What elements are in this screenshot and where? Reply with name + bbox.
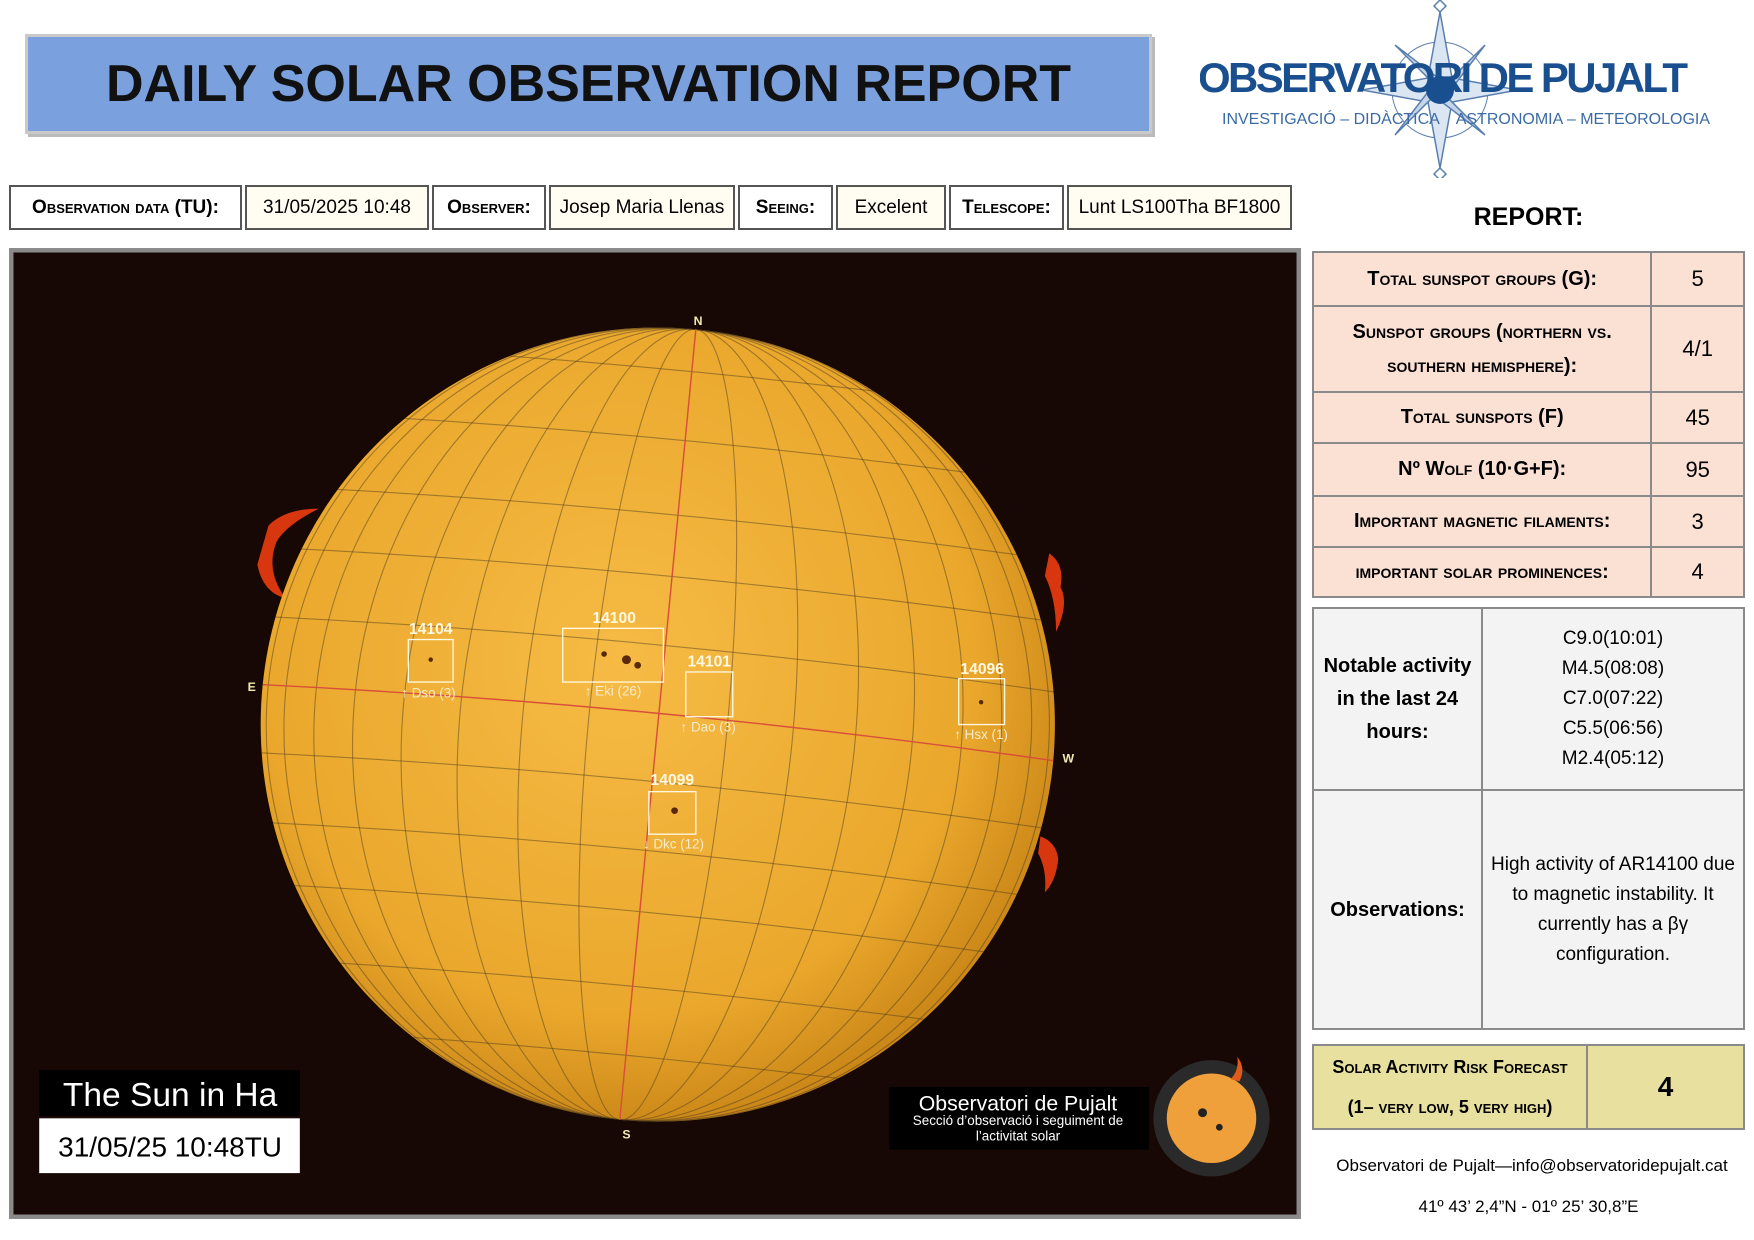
logo-name: OBSERVATORI DE PUJALT [1200, 54, 1688, 101]
forecast-table: Solar Activity Risk Forecast (1– very lo… [1312, 1044, 1745, 1130]
activity-item: C5.5(06:56) [1562, 718, 1664, 739]
report-value: 4/1 [1650, 305, 1745, 393]
observations-label: Observations: [1312, 789, 1483, 1030]
prominences [257, 508, 1065, 893]
region-number: 14104 [409, 621, 453, 638]
info-value: 31/05/2025 10:48 [245, 185, 429, 230]
region-boxes [407, 627, 1006, 835]
timestamp-box [39, 1118, 300, 1174]
logo: OBSERVATORI DE PUJALT INVESTIGACIÓ – DID… [1200, 0, 1711, 178]
footer-contact: Observatori de Pujalt—info@observatoride… [1336, 1156, 1728, 1175]
report-label: Total sunspot groups (G): [1311, 251, 1653, 307]
activity-table: Notable activity in the last 24 hours: C… [1312, 607, 1745, 1030]
logo-right: ASTRONOMIA – METEOROLOGIA [1456, 111, 1711, 128]
activity-item: M4.5(08:08) [1561, 658, 1665, 679]
activity-item: M2.4(05:12) [1561, 748, 1665, 769]
report-value: 3 [1650, 495, 1745, 548]
watermark-name: Observatori de Pujalt [919, 1091, 1118, 1115]
forecast-scale: (1– very low, 5 very high) [1347, 1097, 1553, 1117]
info-label: Telescope: [949, 185, 1064, 230]
info-value: Lunt LS100Tha BF1800 [1067, 185, 1292, 230]
forecast-value: 4 [1586, 1044, 1745, 1130]
report-value: 95 [1650, 442, 1745, 497]
activity-label: Notable activity in the last 24 hours: [1312, 607, 1483, 791]
forecast-label: Solar Activity Risk Forecast [1332, 1057, 1568, 1077]
report-value: 5 [1650, 251, 1745, 307]
watermark-box [889, 1086, 1149, 1150]
direction-label: W [1063, 752, 1075, 766]
watermark-text-box: Secció d’observació i seguiment de l’act… [912, 1112, 1124, 1145]
report-table: Total sunspot groups (G): 5 Sunspot group… [1311, 251, 1745, 598]
report-value: 4 [1650, 546, 1745, 598]
direction-label: E [248, 680, 256, 694]
watermark-text: Secció d’observació i seguiment de l’act… [912, 1112, 1124, 1145]
observations-text: High activity of AR14100 due to magnetic… [1481, 789, 1745, 1030]
info-value: Josep Maria Llenas [549, 185, 735, 230]
region-number: 14099 [651, 772, 695, 789]
report-value: 45 [1650, 391, 1745, 444]
region-number: 14096 [960, 661, 1004, 678]
region-number: 14100 [592, 610, 636, 627]
report-label: Total sunspots (F) [1311, 391, 1653, 444]
info-label: Seeing: [738, 185, 833, 230]
region-class: ↑ Eki (26) [585, 683, 642, 698]
sunspots [428, 651, 984, 815]
report-label: important solar prominences: [1311, 546, 1653, 598]
report-label: Sunspot groups (northern vs. southern he… [1311, 305, 1653, 393]
report-label: Nº Wolf (10·G+F): [1311, 442, 1653, 497]
report-label: Important magnetic filaments: [1311, 495, 1653, 548]
logo-emblem [1361, 0, 1519, 178]
sun-image: N S E W 14104 14100 14101 14096 14099 ↑ … [9, 248, 1301, 1219]
direction-label: N [694, 314, 703, 328]
region-class: ↑ Dso (3) [401, 686, 455, 701]
forecast-label-cell: Solar Activity Risk Forecast (1– very lo… [1312, 1044, 1588, 1130]
footer-coordinates: 41º 43’ 2,4”N - 01º 25’ 30,8”E [1418, 1197, 1639, 1216]
timestamp: 31/05/25 10:48TU [58, 1131, 282, 1162]
activity-item: C9.0(10:01) [1562, 628, 1664, 649]
info-label: Observer: [432, 185, 546, 230]
info-bar: Observation data (TU): 31/05/2025 10:48 … [9, 185, 1295, 230]
info-value: Excelent [836, 185, 946, 230]
region-class: ↑ Dao (3) [681, 719, 736, 734]
watermark-logo [1153, 1056, 1270, 1177]
activity-list: C9.0(10:01) M4.5(08:08) C7.0(07:22) C5.5… [1481, 607, 1745, 791]
caption-box [39, 1070, 300, 1117]
logo-left: INVESTIGACIÓ – DIDÀCTICA [1222, 109, 1440, 128]
region-number: 14101 [687, 653, 731, 670]
region-class: ↓ Dkc (12) [643, 837, 704, 852]
caption: The Sun in Ha [63, 1077, 278, 1114]
title-banner: DAILY SOLAR OBSERVATION REPORT [25, 34, 1152, 134]
activity-item: C7.0(07:22) [1562, 688, 1664, 709]
report-heading: REPORT: [1473, 203, 1584, 231]
direction-label: S [622, 1127, 630, 1141]
report-title: DAILY SOLAR OBSERVATION REPORT [105, 55, 1072, 113]
info-label: Observation data (TU): [9, 185, 242, 230]
region-class: ↑ Hsx (1) [954, 727, 1008, 742]
